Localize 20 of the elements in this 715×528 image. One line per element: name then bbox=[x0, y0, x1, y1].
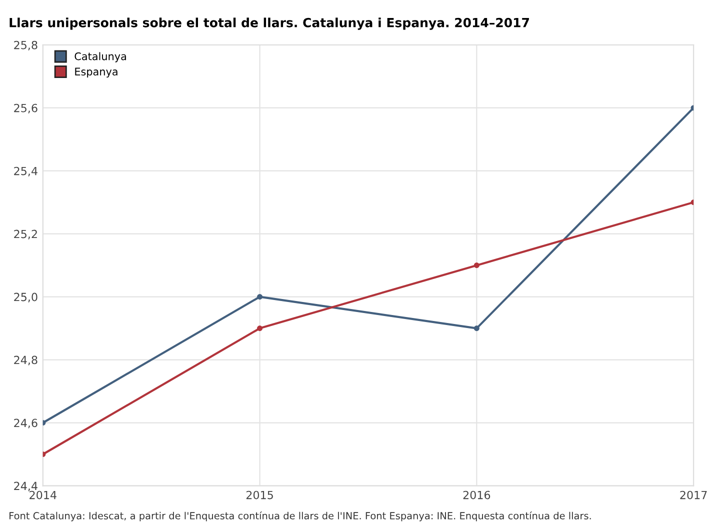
point bbox=[257, 294, 263, 300]
y-tick-label: 25,2 bbox=[14, 230, 37, 240]
legend-label: Espanya bbox=[75, 68, 118, 78]
text: Font Catalunya: Idescat, a partir de l'Enquesta contínua de llars de l'INE. Font Espanya: INE. Enquesta contínua de llars. bbox=[10, 511, 591, 522]
x-tick-label: 2016 bbox=[463, 490, 490, 500]
point bbox=[257, 326, 263, 332]
x-tick-label: 2014 bbox=[30, 490, 56, 500]
x-tick-label: 2017 bbox=[680, 490, 707, 500]
legend-label: Catalunya bbox=[74, 52, 126, 62]
y-tick-label: 24,4 bbox=[14, 482, 38, 492]
y-tick-label: 24,8 bbox=[14, 356, 38, 366]
point bbox=[474, 262, 480, 268]
x-tick-label: 2015 bbox=[246, 490, 273, 500]
y-tick-label: 24,6 bbox=[14, 418, 38, 428]
point bbox=[474, 326, 480, 332]
y-tick-label: 25,0 bbox=[14, 292, 38, 302]
y-tick-label: 25,8 bbox=[14, 40, 38, 50]
y-tick-label: 25,6 bbox=[14, 104, 38, 114]
chart-title: Llars unipersonals sobre el total de llars. Catalunya i Espanya. 2014–2017 bbox=[10, 18, 529, 30]
y-tick-label: 25,4 bbox=[14, 166, 38, 176]
